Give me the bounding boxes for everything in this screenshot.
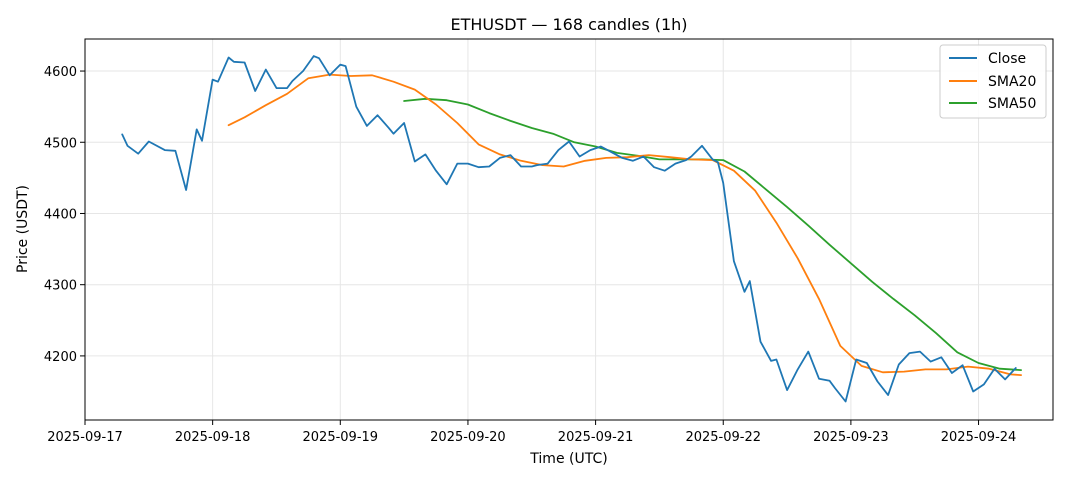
legend-label-sma50: SMA50	[988, 96, 1036, 112]
series-line-close	[121, 55, 1017, 403]
plot-frame	[84, 38, 1054, 421]
legend-label-sma20: SMA20	[988, 74, 1036, 90]
y-tick-label: 4500	[44, 136, 77, 151]
x-axis-title: Time (UTC)	[529, 451, 607, 467]
x-tick-label: 2025-09-20	[430, 430, 506, 445]
x-tick-label: 2025-09-23	[813, 430, 889, 445]
x-tick-label: 2025-09-18	[175, 430, 251, 445]
x-tick-label: 2025-09-22	[685, 430, 761, 445]
y-axis: 4200 4300 4400 4500 4600	[44, 65, 85, 365]
x-tick-label: 2025-09-21	[558, 430, 634, 445]
x-tick-label: 2025-09-24	[941, 430, 1017, 445]
x-tick-label: 2025-09-19	[303, 430, 379, 445]
y-tick-label: 4400	[44, 207, 77, 222]
series-line-sma20	[227, 73, 1022, 377]
legend-box	[939, 44, 1047, 119]
grid	[84, 39, 1053, 420]
series-line-sma50	[403, 97, 1022, 372]
x-axis: 2025-09-17 2025-09-18 2025-09-19 2025-09-20…	[47, 420, 1016, 445]
legend-label-close: Close	[988, 51, 1026, 67]
series-lines	[121, 55, 1022, 403]
y-tick-label: 4600	[44, 65, 77, 80]
y-axis-title: Price (USDT)	[15, 185, 31, 273]
x-tick-label: 2025-09-17	[47, 430, 123, 445]
y-tick-label: 4300	[44, 279, 77, 294]
y-tick-label: 4200	[44, 350, 77, 365]
chart-title: ETHUSDT — 168 candles (1h)	[450, 15, 687, 34]
legend: Close SMA20 SMA50	[939, 44, 1047, 119]
